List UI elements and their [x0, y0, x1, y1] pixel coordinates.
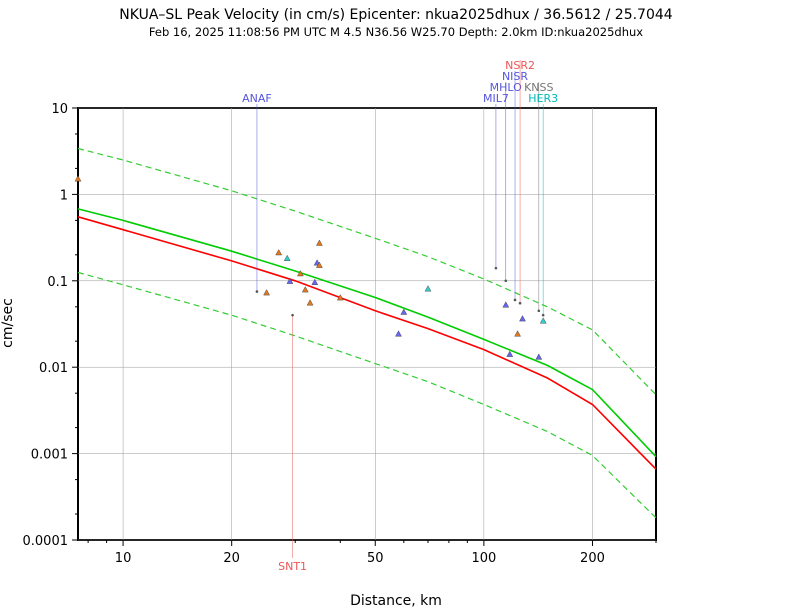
data-point-marker [336, 294, 344, 301]
data-point-marker [514, 330, 521, 337]
chart-title: NKUA–SL Peak Velocity (in cm/s) Epicente… [119, 7, 672, 23]
y-tick-label: 1 [60, 188, 68, 203]
model-curves [77, 147, 657, 519]
station-marker [504, 279, 508, 283]
station-marker [255, 290, 259, 293]
y-tick-label: 0.01 [39, 361, 68, 376]
data-point-marker [311, 278, 319, 285]
station-marker [291, 313, 294, 317]
x-tick-label: 100 [471, 551, 496, 566]
chart-subtitle: Feb 16, 2025 11:08:56 PM UTC M 4.5 N36.5… [149, 25, 643, 39]
plot-frame [77, 107, 657, 541]
station-label: ANAF [242, 92, 272, 105]
y-tick-label: 0.001 [31, 448, 68, 463]
data-point-marker [297, 270, 304, 277]
grid-lines [78, 107, 656, 541]
y-axis-label: cm/sec [0, 298, 16, 348]
x-axis-label: Distance, km [350, 593, 442, 609]
axis-ticks: 10 20 50 100 200 10 1 0.1 0.01 0.001 0.0001 [23, 102, 657, 566]
y-tick-label: 10 [51, 102, 68, 117]
station-label: KNSS [524, 81, 553, 94]
x-tick-label: 10 [115, 551, 132, 566]
data-point-marker [301, 286, 309, 293]
data-point-marker [395, 330, 402, 337]
data-point-marker [535, 353, 543, 360]
confidence-band-curve [77, 147, 657, 396]
station-marker [518, 301, 522, 305]
y-tick-label: 0.1 [47, 275, 68, 290]
data-point-marker [275, 249, 283, 256]
station-label: NISR [502, 70, 528, 83]
station-marker [494, 266, 498, 270]
x-tick-label: 200 [580, 551, 605, 566]
data-point-marker [424, 285, 432, 292]
station-label: MIL7 [483, 92, 509, 105]
confidence-band-curve [77, 271, 657, 519]
x-tick-label: 50 [367, 551, 384, 566]
data-point-marker [506, 350, 514, 357]
data-point-marker [519, 315, 526, 322]
station-marker [537, 309, 541, 313]
station-label: NSR2 [505, 59, 535, 72]
data-point-marker [316, 239, 323, 246]
data-point-marker [263, 289, 270, 296]
data-point-marker [539, 317, 547, 324]
data-point-marker [283, 254, 291, 261]
station-label: SNT1 [278, 560, 307, 573]
data-point-marker [306, 299, 314, 306]
station-label: HER3 [528, 92, 558, 105]
data-point-marker [502, 301, 510, 308]
station-label: MHLO [490, 81, 522, 94]
data-point-marker [400, 308, 408, 315]
station-marker [513, 298, 517, 302]
data-point-marker [316, 261, 323, 268]
data-point-marker [74, 175, 82, 182]
prediction-curve [77, 208, 657, 458]
data-point-marker [286, 277, 294, 284]
prediction-curve [77, 216, 657, 470]
x-tick-label: 20 [223, 551, 240, 566]
station-marker [541, 313, 545, 317]
data-points [74, 175, 547, 360]
y-tick-label: 0.0001 [23, 534, 69, 549]
